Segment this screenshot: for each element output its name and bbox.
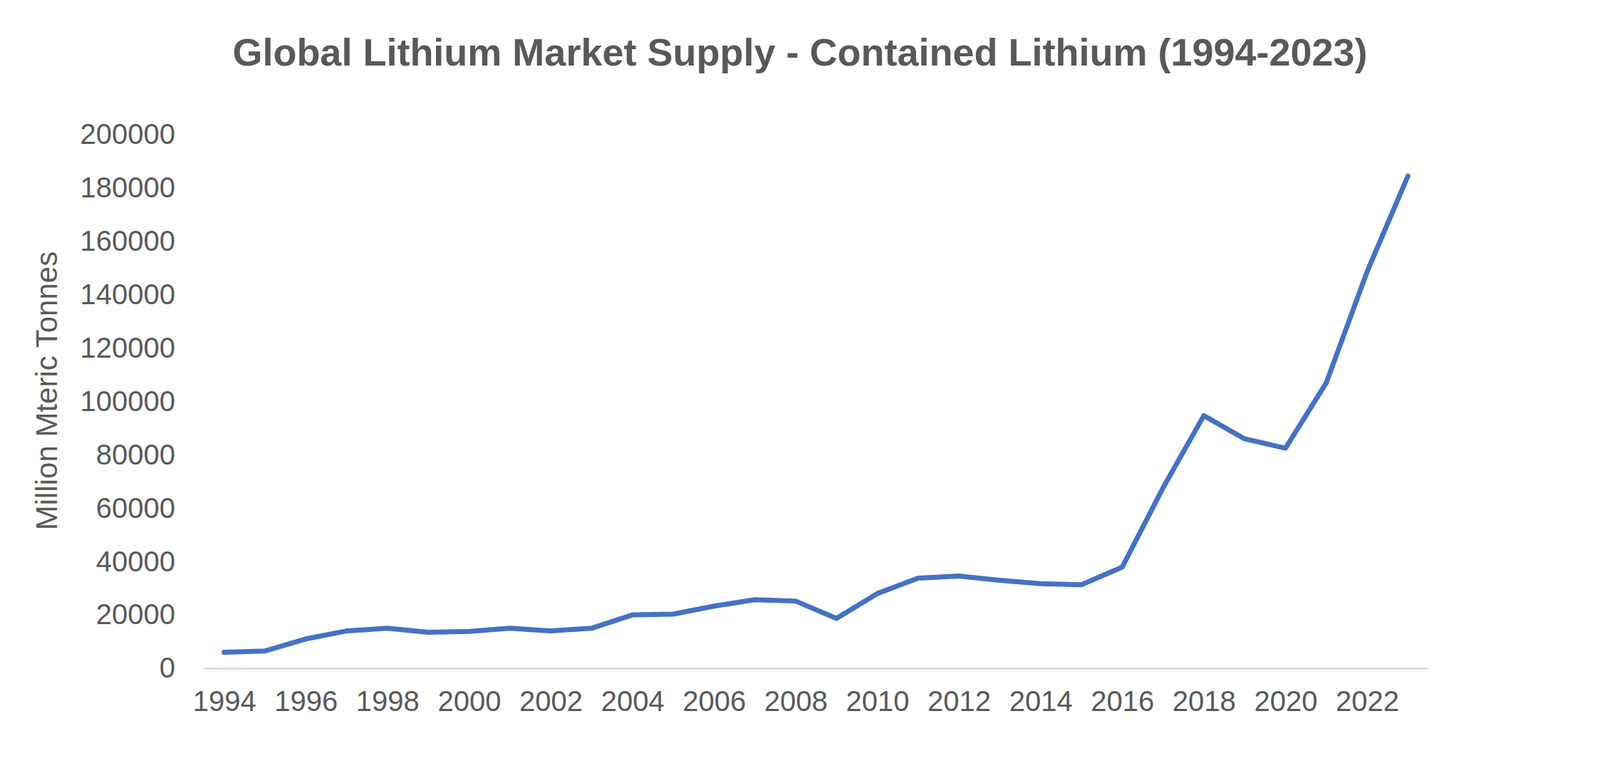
y-tick-label: 200000 [80,118,176,150]
y-tick-label: 100000 [80,385,176,417]
chart: 0 20000 40000 60000 80000 100000 120000 140000 1… [0,0,1600,783]
y-tick-label: 80000 [96,438,176,471]
y-tick-label: 20000 [96,598,176,630]
x-tick-label: 2002 [519,685,583,717]
x-tick: 1996 [274,668,338,717]
y-tick: 0 [159,651,204,684]
y-tick: 180000 [80,171,204,204]
line [224,175,1409,652]
y-tick-label: 180000 [80,171,176,204]
x-tick-label: 2018 [1172,685,1236,717]
x-axis-line [204,667,1430,670]
y-tick: 140000 [80,278,204,310]
marks [224,175,1409,652]
x-tick-label: 2006 [682,685,746,717]
x-tick: 2000 [437,668,501,717]
x-tick-label: 2014 [1009,685,1073,717]
x-tick: 2018 [1172,668,1236,717]
y-tick-label: 0 [159,651,176,684]
x-tick: 2016 [1090,668,1155,717]
y-tick-label: 40000 [96,545,176,578]
x-tick: 1998 [356,668,420,717]
x-tick: 2010 [845,668,909,717]
x-tick: 2012 [927,668,991,717]
y-tick: 60000 [96,492,204,524]
x-tick: 2022 [1335,668,1400,717]
y-tick: 100000 [80,385,204,417]
y-tick-label: 120000 [80,331,176,364]
x-tick: 2006 [682,668,746,717]
x-tick-label: 2022 [1335,685,1400,717]
x-tick-label: 1994 [193,685,257,717]
x-tick-label: 2008 [764,685,828,717]
y-tick: 200000 [80,118,204,150]
x-tick-label: 2010 [845,685,909,717]
y-axis: 0 20000 40000 60000 80000 100000 120000 140000 1… [80,118,205,684]
x-tick-label: 1996 [274,685,338,717]
y-tick-label: 160000 [80,225,176,257]
x-tick: 1994 [193,668,257,717]
y-tick: 40000 [96,545,204,578]
x-tick-label: 2016 [1090,685,1155,717]
y-tick: 160000 [80,225,204,257]
x-tick: 2014 [1009,668,1073,717]
title: Global Lithium Market Supply - Contained… [232,30,1368,74]
x-tick: 2004 [601,668,665,717]
x-tick-label: 2004 [601,685,665,717]
plot: 0 20000 40000 60000 80000 100000 120000 140000 1… [80,118,1430,717]
y-tick-label: 60000 [96,492,176,524]
x-tick: 2008 [764,668,828,717]
x-tick-label: 2020 [1253,685,1318,717]
y-tick: 20000 [96,598,204,630]
x-tick-label: 2000 [437,685,501,717]
y-axis-line [203,135,205,669]
y-axis-title: Million Mteric Tonnes [29,251,64,531]
x-tick-label: 2012 [927,685,991,717]
x-tick: 2020 [1253,668,1318,717]
x-tick: 2002 [519,668,583,717]
y-tick-label: 140000 [80,278,176,310]
y-tick: 120000 [80,331,204,364]
y-tick: 80000 [96,438,204,471]
x-axis: 1994 1996 1998 2000 2002 2004 2006 2008 2010 2012… [193,668,1430,717]
x-tick-label: 1998 [356,685,420,717]
